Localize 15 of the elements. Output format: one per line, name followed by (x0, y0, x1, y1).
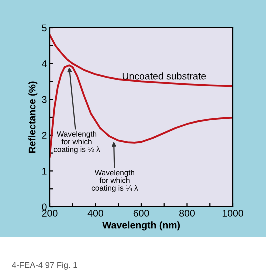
y-tick-label: 4 (42, 60, 47, 68)
x-axis-title: Wavelength (nm) (102, 222, 180, 231)
x-tick-label: 800 (180, 210, 195, 217)
y-axis-title: Reflectance (%) (28, 82, 38, 154)
x-tick-label: 400 (88, 210, 104, 217)
y-tick-label: 5 (42, 24, 47, 32)
x-tick-label: 200 (42, 210, 58, 217)
y-tick-label: 0 (42, 204, 47, 211)
y-tick-label: 1 (42, 168, 47, 175)
y-tick-label: 3 (42, 96, 47, 104)
x-tick-label: 600 (134, 210, 150, 217)
y-tick-label: 2 (42, 132, 47, 139)
text: 4-FEA-4 97 Fig. 1 (12, 262, 78, 270)
x-tick-label: 1000 (222, 210, 244, 217)
series-label: Uncoated substrate (122, 72, 206, 80)
